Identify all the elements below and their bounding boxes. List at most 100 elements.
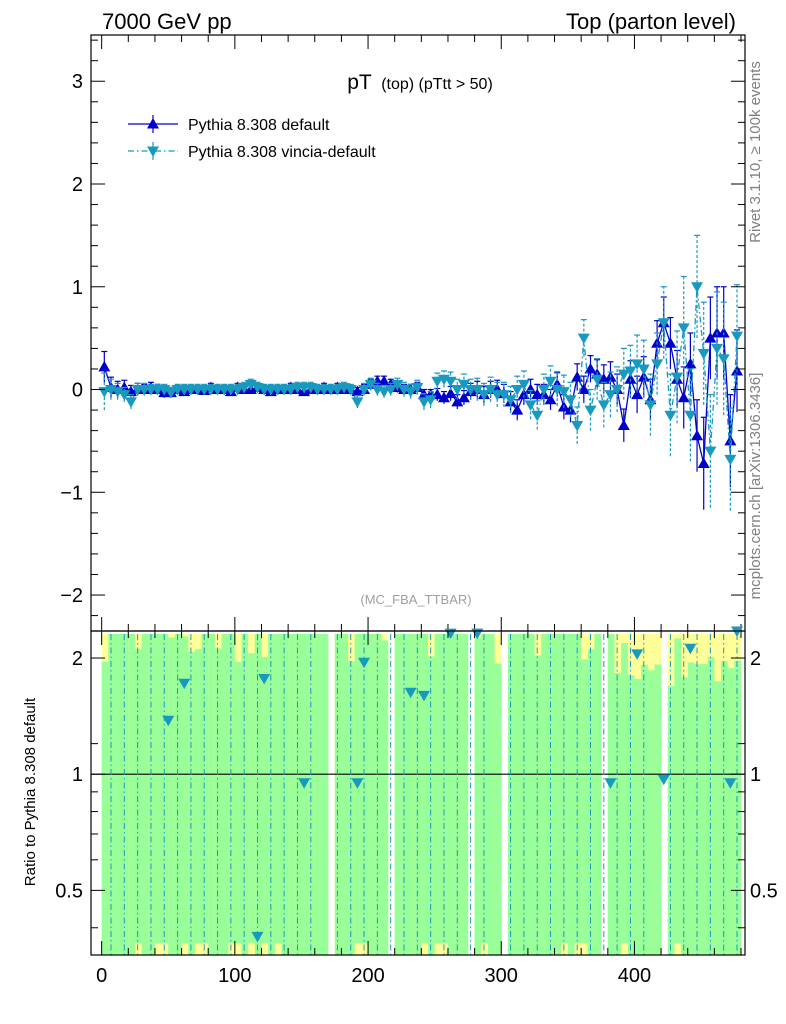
green-band [261, 656, 269, 943]
ratio-ytick-label-1: 1 [72, 764, 83, 786]
ratio-ytick-label-right-1: 1 [750, 764, 761, 786]
green-band [681, 677, 689, 955]
ratio-point-3 [258, 674, 271, 685]
side-label-mcplots: mcplots.cern.ch [arXiv:1306.3436] [747, 373, 764, 600]
legend-marker-0 [147, 118, 159, 129]
data-point-1-67 [544, 376, 557, 388]
side-label-rivet: Rivet 3.1.10, ≥ 100k events [747, 61, 764, 243]
ratio-xtick-label-4: 400 [618, 965, 651, 987]
green-band [221, 634, 229, 955]
data-point-1-89 [691, 282, 704, 293]
green-band [288, 634, 296, 955]
data-point-1-62 [511, 385, 524, 396]
data-point-1-80 [631, 359, 644, 370]
data-point-0-89 [691, 429, 704, 441]
green-band [554, 634, 562, 955]
header-right: Top (parton level) [566, 9, 736, 34]
green-band [361, 634, 369, 943]
data-point-1-49 [424, 395, 437, 406]
green-band [174, 634, 182, 955]
data-point-0-88 [684, 357, 697, 369]
watermark: (MC_FBA_TTBAR) [360, 592, 471, 607]
header-left: 7000 GeV pp [102, 9, 232, 34]
data-point-1-2 [111, 387, 124, 398]
ratio-point-1 [178, 678, 191, 690]
green-band [408, 634, 415, 955]
data-point-1-92 [711, 343, 724, 355]
green-band [101, 661, 109, 955]
green-band [727, 668, 735, 955]
ratio-point-13 [657, 774, 670, 786]
data-point-0-0 [98, 360, 111, 372]
green-band [148, 634, 156, 955]
series-line-1 [104, 286, 738, 460]
data-point-1-91 [704, 446, 717, 458]
ratio-ytick-label-0: 0.5 [55, 880, 83, 902]
data-point-1-81 [637, 364, 650, 375]
ratio-ytick-label-right-0: 0.5 [750, 880, 778, 902]
data-point-0-52 [444, 387, 457, 399]
main-panel: −2 −1 0 1 2 3 pT (top) (pTtt > 50) (MC_FBA_TT… [60, 34, 746, 632]
main-ytick-label-4: 2 [72, 174, 83, 196]
data-point-1-43 [384, 385, 397, 396]
data-point-1-38 [351, 397, 364, 408]
green-band [667, 686, 675, 955]
data-point-1-57 [477, 390, 490, 401]
data-point-1-65 [531, 410, 544, 422]
green-band [188, 651, 196, 955]
green-band [194, 649, 202, 943]
green-band [434, 634, 442, 943]
green-band [627, 675, 635, 955]
green-band [241, 634, 249, 955]
data-point-1-40 [364, 379, 377, 391]
green-band [394, 634, 402, 955]
green-band [234, 661, 242, 943]
green-band [634, 678, 642, 955]
green-band [108, 634, 116, 955]
green-band [427, 656, 435, 955]
data-point-0-73 [584, 362, 597, 374]
green-band [281, 634, 289, 955]
data-point-1-71 [571, 420, 584, 432]
data-point-0-90 [697, 457, 710, 469]
green-band [654, 664, 662, 955]
green-band [294, 634, 302, 955]
green-band [621, 643, 629, 943]
data-point-1-64 [524, 400, 537, 411]
data-point-0-79 [624, 373, 637, 384]
green-band [614, 673, 622, 955]
green-band [228, 634, 236, 943]
data-point-0-63 [517, 388, 530, 400]
green-band [547, 634, 555, 955]
ratio-ytick-label-2: 2 [72, 648, 83, 670]
green-band [414, 634, 422, 955]
data-point-1-94 [724, 454, 737, 466]
green-band [141, 634, 149, 955]
ratio-xtick-label-0: 0 [96, 965, 107, 987]
green-band [314, 634, 322, 955]
green-band [421, 634, 429, 943]
main-ytick-label-2: 0 [72, 380, 83, 402]
data-point-1-61 [504, 395, 517, 406]
data-point-1-9 [158, 385, 171, 396]
data-point-1-56 [471, 385, 484, 396]
data-point-0-53 [451, 395, 464, 407]
ratio-point-6 [358, 657, 371, 669]
data-point-1-42 [378, 387, 391, 398]
data-point-0-91 [704, 332, 717, 343]
ratio-point-7 [404, 687, 417, 699]
ratio-point-12 [631, 649, 644, 660]
data-point-1-66 [537, 385, 550, 396]
green-band [401, 634, 409, 955]
data-point-1-85 [664, 410, 677, 422]
data-point-1-69 [557, 387, 570, 398]
green-band [161, 634, 169, 943]
green-band [494, 663, 502, 955]
green-band [168, 637, 176, 955]
legend-label-1: Pythia 8.308 vincia-default [188, 144, 376, 161]
main-ytick-label-1: −1 [60, 482, 83, 504]
ratio-xtick-label-1: 100 [218, 965, 251, 987]
green-band [374, 634, 382, 955]
data-point-1-28 [284, 385, 297, 396]
